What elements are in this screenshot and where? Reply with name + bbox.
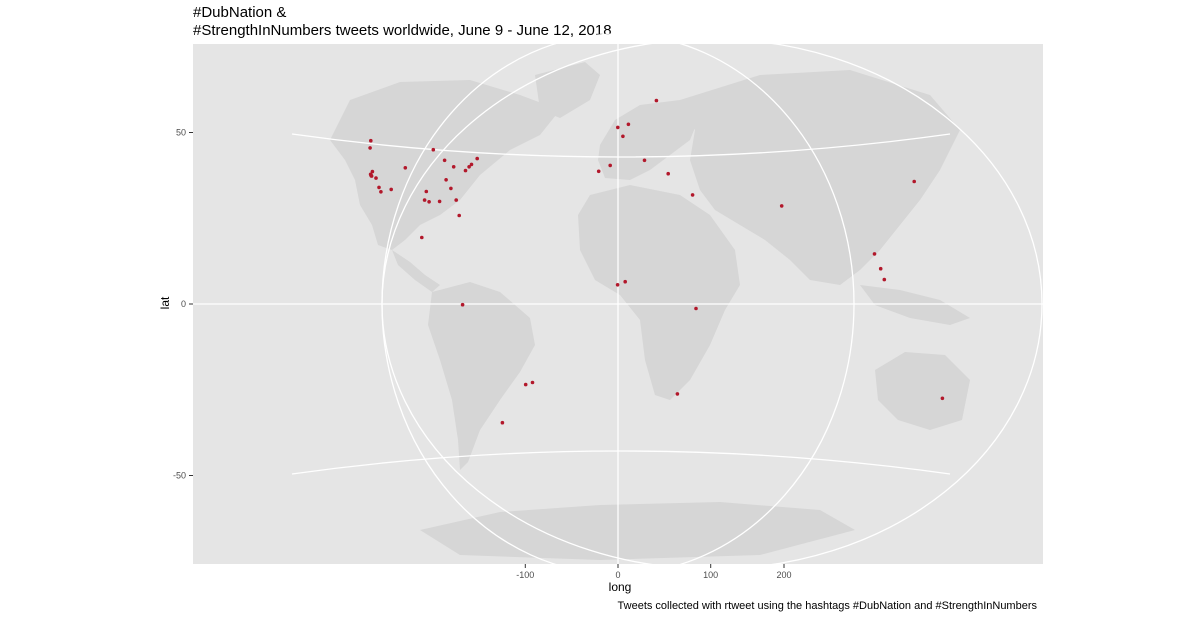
x-axis-ticks: -100 0 100 200 — [516, 564, 792, 580]
x-tick-label-2: 100 — [703, 570, 718, 580]
tweet-point-47 — [872, 252, 877, 256]
tweet-point-27 — [420, 235, 424, 240]
chart-caption: Tweets collected with rtweet using the h… — [617, 600, 1037, 612]
land-southeast-asia — [860, 285, 970, 325]
tweet-point-36 — [642, 158, 647, 163]
tweet-point-28 — [460, 302, 465, 307]
x-tick-label-3: 200 — [776, 570, 791, 580]
tweet-point-18 — [454, 198, 459, 202]
land-south-america — [428, 282, 535, 470]
tweet-point-15 — [437, 199, 442, 204]
land-antarctica — [420, 502, 855, 560]
tweet-point-40 — [596, 169, 601, 174]
tweet-point-29 — [523, 382, 528, 387]
tweet-point-50 — [940, 396, 945, 401]
tweet-point-43 — [694, 306, 698, 311]
parallel-50n — [291, 133, 951, 158]
tweet-point-25 — [444, 178, 448, 182]
tweet-point-5 — [377, 185, 381, 190]
y-axis-label: lat — [158, 296, 172, 310]
tweet-point-7 — [374, 176, 378, 180]
tweet-point-33 — [621, 134, 625, 139]
tweet-point-35 — [626, 122, 631, 127]
tweet-point-23 — [467, 165, 471, 169]
y-axis-ticks: 50 0 -50 — [173, 128, 193, 481]
land-australia — [875, 352, 970, 430]
tweet-point-14 — [424, 189, 429, 194]
y-tick-label-0: 50 — [176, 128, 186, 138]
tweet-point-44 — [675, 392, 680, 396]
tweet-point-46 — [912, 179, 916, 184]
tweet-point-37 — [654, 98, 659, 103]
land-central-america — [392, 250, 440, 292]
land-north-america — [330, 80, 560, 250]
tweet-point-32 — [616, 125, 620, 130]
tweet-point-21 — [469, 162, 474, 167]
tweet-point-10 — [389, 187, 394, 192]
tweet-point-26 — [431, 147, 436, 152]
tweet-point-38 — [666, 171, 670, 176]
tweet-point-24 — [451, 165, 456, 169]
tweet-point-11 — [403, 166, 408, 170]
title-line-2: #StrengthInNumbers tweets worldwide, Jun… — [193, 22, 612, 39]
chart-title: #DubNation & #StrengthInNumbers tweets w… — [193, 4, 612, 40]
tweet-point-41 — [623, 279, 627, 284]
title-line-1: #DubNation & — [193, 4, 287, 21]
tweet-point-12 — [422, 198, 427, 202]
x-tick-label-0: -100 — [516, 570, 534, 580]
tweet-point-20 — [463, 168, 468, 173]
tweet-point-49 — [882, 277, 887, 282]
y-tick-label-1: 0 — [181, 299, 186, 309]
tweet-point-16 — [442, 158, 447, 163]
tweet-point-6 — [379, 190, 383, 194]
tweet-point-34 — [608, 163, 612, 168]
tweet-point-19 — [457, 213, 462, 218]
parallel-50s — [291, 450, 951, 475]
tweet-point-39 — [690, 193, 695, 197]
x-tick-label-1: 0 — [615, 570, 620, 580]
tweet-point-30 — [530, 380, 535, 385]
tweet-point-17 — [449, 186, 453, 191]
tweet-points — [368, 98, 945, 425]
y-tick-label-2: -50 — [173, 471, 186, 481]
tweet-point-22 — [475, 156, 480, 161]
tweet-point-48 — [878, 266, 883, 271]
tweet-point-42 — [615, 283, 620, 287]
land-greenland — [535, 62, 600, 118]
tweet-point-13 — [427, 200, 431, 204]
land-japan — [902, 165, 918, 195]
tweet-point-8 — [368, 146, 372, 150]
map-graticule — [193, 33, 1043, 575]
tweet-point-4 — [370, 169, 375, 174]
tweet-point-9 — [369, 138, 373, 143]
tweet-point-31 — [500, 420, 505, 425]
x-axis-label: long — [608, 580, 632, 594]
tweet-point-45 — [779, 204, 784, 208]
land-europe — [598, 100, 700, 180]
tweet-point-3 — [369, 173, 373, 177]
land-asia — [680, 70, 960, 285]
